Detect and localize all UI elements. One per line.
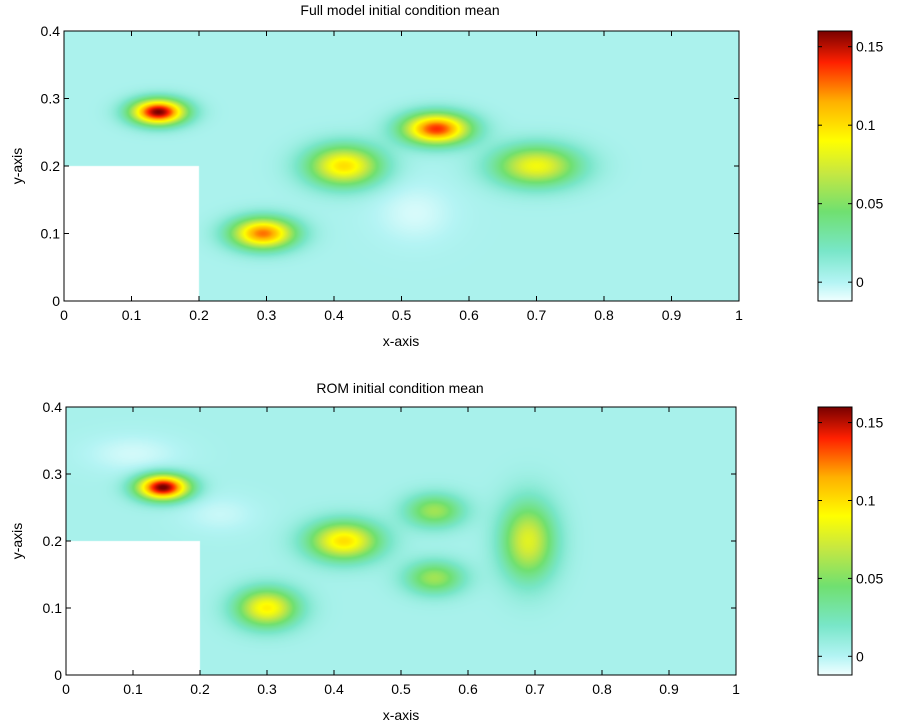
x-tick-label: 0.8 xyxy=(594,307,614,323)
plot-title: Full model initial condition mean xyxy=(300,2,499,18)
colorbar-tick-label: 0.15 xyxy=(856,39,883,55)
heatmap-image xyxy=(66,407,736,675)
colorbar-frame xyxy=(817,30,853,302)
panel-rom: ROM initial condition mean 0 0.1 0.2 0.3 0.4… xyxy=(9,380,883,723)
colorbar-tick-label: 0 xyxy=(856,648,864,664)
x-tick-label: 0.8 xyxy=(592,681,612,697)
x-axis-label: x-axis xyxy=(383,333,420,349)
x-tick-label: 0 xyxy=(60,307,68,323)
x-tick-label: 1 xyxy=(735,307,743,323)
x-tick-label: 0.9 xyxy=(662,307,682,323)
x-axis-label: x-axis xyxy=(383,707,420,723)
x-tick-label: 0.1 xyxy=(122,307,142,323)
x-tick-label: 0.5 xyxy=(392,307,412,323)
y-tick-label: 0.4 xyxy=(43,399,63,415)
colorbar-tick-label: 0.05 xyxy=(856,196,883,212)
y-axis-label: y-axis xyxy=(9,148,25,185)
y-tick-label: 0.2 xyxy=(43,533,63,549)
x-tick-label: 0.6 xyxy=(458,681,478,697)
y-tick-label: 0.1 xyxy=(43,600,63,616)
y-tick-label: 0.3 xyxy=(41,91,61,107)
colorbar-tick-label: 0.1 xyxy=(856,492,876,508)
y-tick-label: 0.1 xyxy=(41,226,61,242)
x-tick-label: 0 xyxy=(62,681,70,697)
colorbar-frame xyxy=(817,406,853,676)
x-tick-label: 0.2 xyxy=(189,307,209,323)
colorbar-ticks: 0 0.05 0.1 0.15 xyxy=(818,39,883,290)
x-tick-label: 0.4 xyxy=(324,681,344,697)
y-tick-label: 0.4 xyxy=(41,23,61,39)
x-tick-label: 0.7 xyxy=(527,307,547,323)
y-tick-label: 0 xyxy=(54,667,62,683)
heatmap-image xyxy=(64,31,739,301)
x-axis-ticks: 0 0.1 0.2 0.3 0.4 0.5 0.6 0.7 0.8 0.9 1 xyxy=(60,31,743,323)
x-tick-label: 0.3 xyxy=(257,307,277,323)
x-tick-label: 0.6 xyxy=(459,307,479,323)
y-axis-ticks: 0 0.1 0.2 0.3 0.4 xyxy=(41,23,739,309)
x-tick-label: 0.1 xyxy=(123,681,143,697)
colorbar-tick-label: 0.1 xyxy=(856,117,876,133)
colorbar-tick-label: 0.05 xyxy=(856,570,883,586)
colorbar-ticks: 0 0.05 0.1 0.15 xyxy=(818,415,883,664)
x-tick-label: 0.7 xyxy=(525,681,545,697)
panel-full-model: Full model initial condition mean 0 0.1 0.… xyxy=(9,2,883,349)
x-tick-label: 0.4 xyxy=(324,307,344,323)
y-axis-ticks: 0 0.1 0.2 0.3 0.4 xyxy=(43,399,736,683)
x-tick-label: 0.5 xyxy=(391,681,411,697)
x-axis-ticks: 0 0.1 0.2 0.3 0.4 0.5 0.6 0.7 0.8 0.9 1 xyxy=(62,407,740,697)
colorbar xyxy=(818,407,852,675)
y-tick-label: 0.3 xyxy=(43,466,63,482)
y-axis-label: y-axis xyxy=(9,523,25,560)
colorbar-tick-label: 0 xyxy=(856,274,864,290)
x-tick-label: 0.9 xyxy=(659,681,679,697)
y-tick-label: 0.2 xyxy=(41,158,61,174)
x-tick-label: 1 xyxy=(732,681,740,697)
colorbar xyxy=(818,31,852,301)
x-tick-label: 0.2 xyxy=(190,681,210,697)
plot-title: ROM initial condition mean xyxy=(316,380,483,396)
x-tick-label: 0.3 xyxy=(257,681,277,697)
y-tick-label: 0 xyxy=(52,293,60,309)
colorbar-tick-label: 0.15 xyxy=(856,415,883,431)
